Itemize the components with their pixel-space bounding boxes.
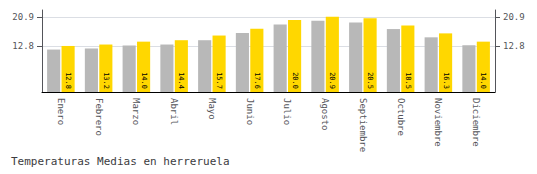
svg-text:20.9: 20.9 [12, 12, 34, 22]
svg-text:Temperaturas Medias en herreru: Temperaturas Medias en herreruela [11, 155, 230, 168]
svg-text:Noviembre: Noviembre [433, 98, 443, 147]
svg-text:Abril: Abril [169, 98, 179, 125]
svg-text:12.8: 12.8 [503, 41, 525, 51]
svg-text:20.0: 20.0 [291, 72, 299, 89]
svg-text:12.8: 12.8 [12, 41, 34, 51]
svg-text:Octubre: Octubre [396, 98, 406, 136]
svg-text:15.7: 15.7 [215, 72, 223, 89]
svg-text:13.2: 13.2 [102, 72, 110, 89]
svg-text:16.3: 16.3 [442, 72, 450, 89]
svg-text:Agosto: Agosto [320, 98, 330, 131]
svg-text:Febrero: Febrero [94, 98, 104, 136]
svg-text:14.4: 14.4 [177, 72, 185, 89]
svg-text:Mayo: Mayo [207, 98, 217, 120]
svg-text:12.8: 12.8 [64, 72, 72, 89]
svg-text:20.5: 20.5 [366, 72, 374, 89]
svg-text:Septiembre: Septiembre [358, 98, 368, 152]
svg-text:Enero: Enero [56, 98, 66, 125]
svg-text:Marzo: Marzo [131, 98, 141, 125]
svg-text:14.0: 14.0 [479, 72, 487, 89]
svg-text:Diciembre: Diciembre [471, 98, 481, 147]
svg-text:Junio: Junio [245, 98, 255, 125]
svg-text:18.5: 18.5 [404, 72, 412, 89]
svg-text:Julio: Julio [282, 98, 292, 125]
svg-text:17.6: 17.6 [253, 72, 261, 89]
svg-text:20.9: 20.9 [328, 72, 336, 89]
svg-text:14.0: 14.0 [140, 72, 148, 89]
svg-text:20.9: 20.9 [503, 12, 525, 22]
